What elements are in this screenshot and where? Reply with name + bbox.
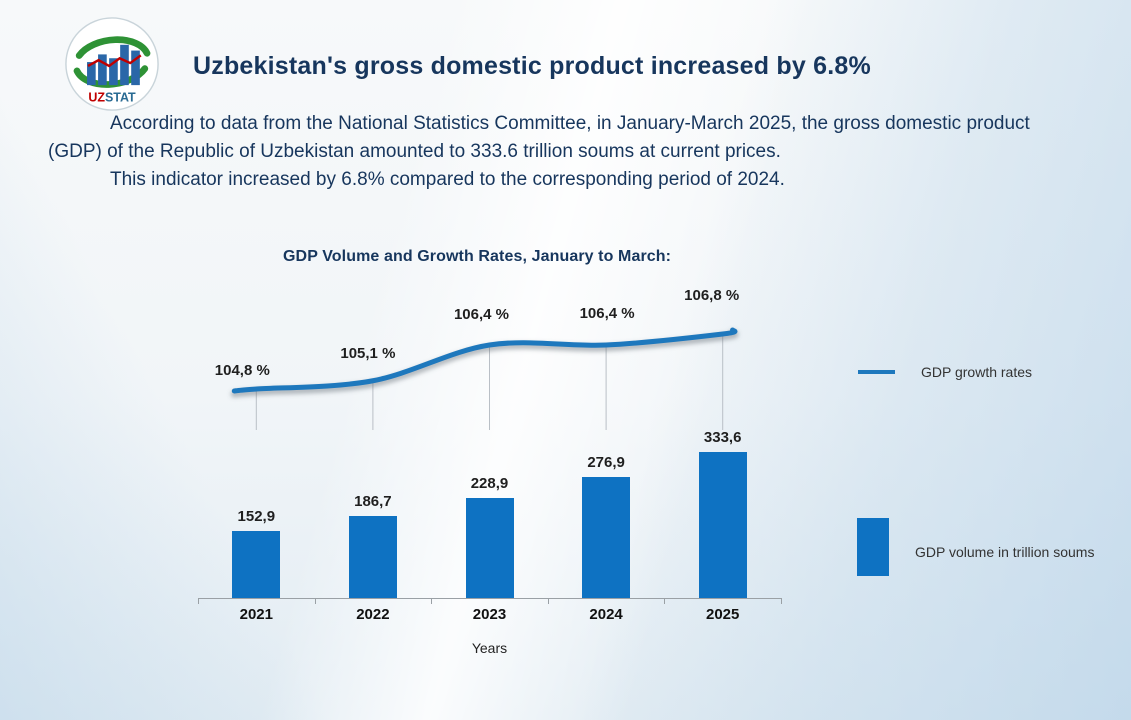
growth-rate-label: 106,8 % (684, 287, 740, 304)
bar-2023 (465, 497, 514, 598)
growth-line-shadow (230, 329, 739, 398)
page-title: Uzbekistan's gross domestic product incr… (193, 52, 871, 80)
bar-2021 (232, 531, 281, 598)
x-axis-label-2025: 2025 (706, 606, 740, 623)
bar-value-label: 333,6 (703, 429, 742, 447)
bar-2025 (698, 452, 747, 598)
bar-value-label: 276,9 (587, 453, 625, 471)
logo-wordmark-stat: STAT (105, 90, 136, 104)
bar-2022 (348, 516, 397, 598)
logo-wordmark-uz: UZ (88, 90, 105, 104)
x-axis-tick (314, 598, 316, 604)
x-axis-title: Years (471, 640, 508, 656)
logo-trend-line-icon (87, 54, 142, 68)
growth-rate-label: 104,8 % (214, 362, 270, 379)
chart-title: GDP Volume and Growth Rates, January to … (283, 248, 672, 265)
growth-rate-label: 106,4 % (453, 306, 510, 323)
bar-value-label: 228,9 (470, 474, 509, 492)
bar-2024 (582, 476, 631, 598)
x-axis-tick (431, 598, 433, 604)
bar-value-label: 152,9 (237, 508, 276, 526)
legend-line-swatch-icon (858, 370, 895, 374)
x-axis-tick (198, 598, 199, 604)
legend-growth-rates-label: GDP growth rates (921, 364, 1033, 380)
logo-bars-icon (87, 44, 140, 86)
legend-gdp-volume-label: GDP volume in trillion soums (915, 544, 1095, 560)
legend-bar-swatch-icon (857, 518, 889, 576)
x-axis-label-2021: 2021 (239, 606, 273, 623)
x-axis-tick (547, 598, 549, 604)
growth-line (231, 327, 738, 394)
bar-value-label: 186,7 (354, 493, 392, 511)
logo-wordmark: UZSTAT (88, 90, 136, 104)
body-paragraph-2: This indicator increased by 6.8% compare… (110, 169, 785, 190)
uzstat-logo: UZSTAT (65, 17, 159, 111)
growth-rate-label: 106,4 % (579, 305, 635, 322)
x-axis-label-2024: 2024 (589, 606, 623, 623)
x-axis (198, 598, 781, 599)
x-axis-tick (781, 598, 782, 604)
x-axis-tick (664, 598, 666, 604)
body-text: According to data from the National Stat… (48, 110, 1045, 194)
x-axis-label-2022: 2022 (356, 606, 390, 623)
x-axis-label-2023: 2023 (472, 606, 507, 623)
growth-rate-label: 105,1 % (340, 344, 396, 362)
body-paragraph-1: According to data from the National Stat… (48, 113, 1030, 162)
